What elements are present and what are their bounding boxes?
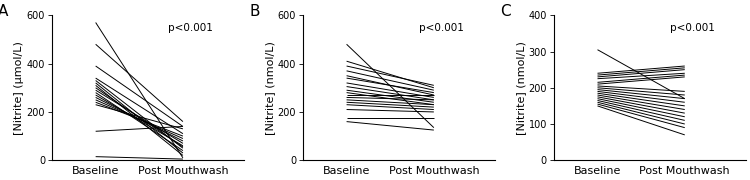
- Y-axis label: [Nitrite] (nmol/L): [Nitrite] (nmol/L): [516, 41, 526, 135]
- Text: p<0.001: p<0.001: [670, 22, 715, 33]
- Text: p<0.001: p<0.001: [168, 22, 213, 33]
- Text: A: A: [0, 4, 9, 19]
- Y-axis label: [Nitrite] (μmol/L): [Nitrite] (μmol/L): [13, 41, 24, 135]
- Y-axis label: [Nitrite] (nmol/L): [Nitrite] (nmol/L): [265, 41, 274, 135]
- Text: C: C: [500, 4, 511, 19]
- Text: p<0.001: p<0.001: [419, 22, 464, 33]
- Text: B: B: [249, 4, 259, 19]
